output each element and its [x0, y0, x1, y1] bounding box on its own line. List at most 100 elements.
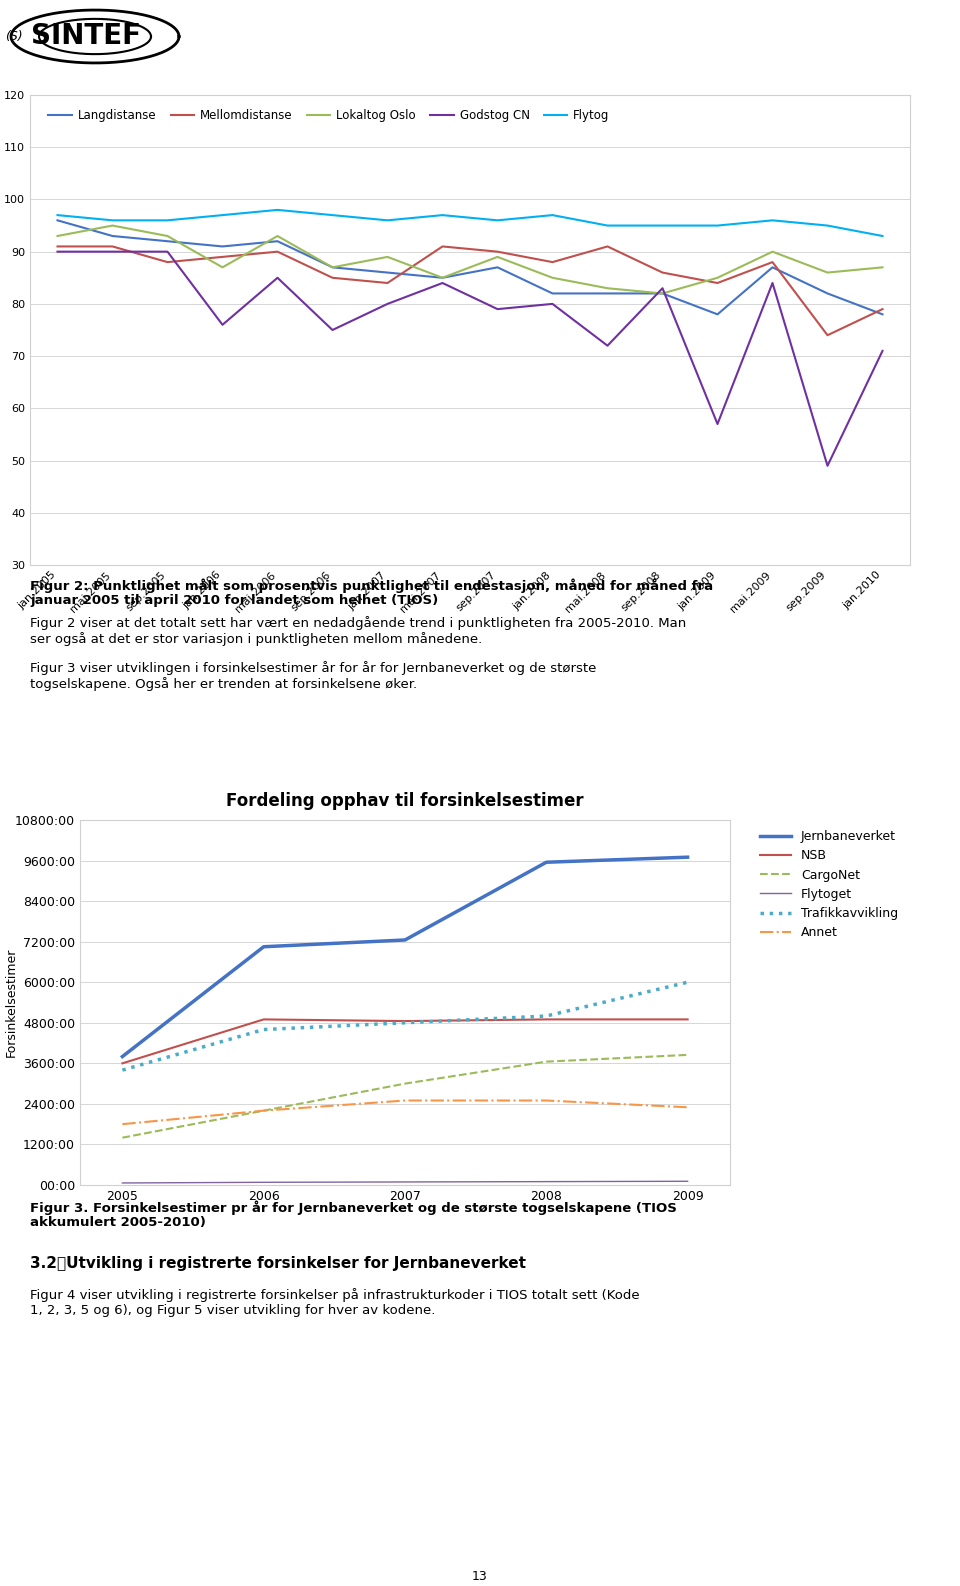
- Line: Mellomdistanse: Mellomdistanse: [58, 246, 882, 335]
- Godstog CN: [217, 316, 228, 335]
- Langdistanse: [657, 284, 668, 303]
- Godstog CN: [107, 243, 118, 262]
- Godstog CN: [602, 336, 613, 355]
- Mellomdistanse: [437, 236, 448, 255]
- Mellomdistanse: [822, 325, 833, 344]
- Jernbaneverket: [116, 1047, 128, 1066]
- Mellomdistanse: [272, 243, 283, 262]
- Jernbaneverket: [399, 931, 411, 950]
- Line: NSB: NSB: [122, 1020, 687, 1063]
- Line: Annet: Annet: [122, 1101, 687, 1124]
- Mellomdistanse: [657, 263, 668, 282]
- Flytog: [767, 211, 779, 230]
- Jernbaneverket: [540, 853, 552, 872]
- Godstog CN: [272, 268, 283, 287]
- Godstog CN: [767, 273, 779, 292]
- Lokaltog Oslo: [52, 227, 63, 246]
- Text: 3.2	Utvikling i registrerte forsinkelser for Jernbaneverket: 3.2 Utvikling i registrerte forsinkelser…: [30, 1256, 526, 1270]
- Flytog: [492, 211, 503, 230]
- Langdistanse: [767, 259, 779, 278]
- Lokaltog Oslo: [711, 268, 723, 287]
- Line: Flytoget: Flytoget: [122, 1182, 687, 1183]
- Trafikkavvikling: [258, 1020, 270, 1039]
- Text: SINTEF: SINTEF: [31, 22, 141, 51]
- Annet: [540, 1091, 552, 1110]
- Flytog: [52, 206, 63, 225]
- Trafikkavvikling: [682, 972, 693, 991]
- Langdistanse: [161, 232, 173, 251]
- Legend: Langdistanse, Mellomdistanse, Lokaltog Oslo, Godstog CN, Flytog: Langdistanse, Mellomdistanse, Lokaltog O…: [45, 106, 613, 125]
- Langdistanse: [437, 268, 448, 287]
- Flytoget: [258, 1172, 270, 1191]
- Mellomdistanse: [107, 236, 118, 255]
- Text: togselskapene. Også her er trenden at forsinkelsene øker.: togselskapene. Også her er trenden at fo…: [30, 677, 418, 691]
- Flytog: [161, 211, 173, 230]
- Mellomdistanse: [711, 273, 723, 292]
- Jernbaneverket: [258, 937, 270, 956]
- Lokaltog Oslo: [602, 279, 613, 298]
- Mellomdistanse: [767, 252, 779, 271]
- Text: 13: 13: [472, 1570, 488, 1583]
- Godstog CN: [657, 279, 668, 298]
- Mellomdistanse: [161, 252, 173, 271]
- Flytog: [217, 206, 228, 225]
- NSB: [116, 1053, 128, 1072]
- Line: Flytog: Flytog: [58, 209, 882, 236]
- Langdistanse: [52, 211, 63, 230]
- CargoNet: [540, 1052, 552, 1071]
- Lokaltog Oslo: [492, 247, 503, 266]
- Flytog: [876, 227, 888, 246]
- Line: Trafikkavvikling: Trafikkavvikling: [122, 982, 687, 1071]
- Flytog: [711, 216, 723, 235]
- Mellomdistanse: [217, 247, 228, 266]
- Flytoget: [540, 1172, 552, 1191]
- Langdistanse: [382, 263, 394, 282]
- Line: Godstog CN: Godstog CN: [58, 252, 882, 466]
- Trafikkavvikling: [540, 1007, 552, 1026]
- Trafikkavvikling: [399, 1013, 411, 1032]
- CargoNet: [258, 1101, 270, 1120]
- Godstog CN: [547, 295, 559, 314]
- Lokaltog Oslo: [767, 243, 779, 262]
- Annet: [258, 1101, 270, 1120]
- Line: Jernbaneverket: Jernbaneverket: [122, 856, 687, 1056]
- Flytog: [107, 211, 118, 230]
- Lokaltog Oslo: [657, 284, 668, 303]
- Godstog CN: [326, 320, 338, 339]
- Text: 1, 2, 3, 5 og 6), og Figur 5 viser utvikling for hver av kodene.: 1, 2, 3, 5 og 6), og Figur 5 viser utvik…: [30, 1304, 436, 1316]
- Line: Langdistanse: Langdistanse: [58, 220, 882, 314]
- CargoNet: [116, 1128, 128, 1147]
- Jernbaneverket: [682, 847, 693, 866]
- Title: Fordeling opphav til forsinkelsestimer: Fordeling opphav til forsinkelsestimer: [227, 791, 584, 810]
- Text: (S): (S): [5, 30, 23, 43]
- NSB: [399, 1012, 411, 1031]
- Langdistanse: [602, 284, 613, 303]
- Lokaltog Oslo: [876, 259, 888, 278]
- Lokaltog Oslo: [382, 247, 394, 266]
- Godstog CN: [876, 341, 888, 360]
- Flytoget: [116, 1174, 128, 1193]
- Flytog: [547, 206, 559, 225]
- Mellomdistanse: [492, 243, 503, 262]
- Annet: [682, 1098, 693, 1117]
- Trafikkavvikling: [116, 1061, 128, 1080]
- Lokaltog Oslo: [547, 268, 559, 287]
- Mellomdistanse: [547, 252, 559, 271]
- Lokaltog Oslo: [217, 259, 228, 278]
- Legend: Jernbaneverket, NSB, CargoNet, Flytoget, Trafikkavvikling, Annet: Jernbaneverket, NSB, CargoNet, Flytoget,…: [756, 826, 901, 944]
- Text: Figur 4 viser utvikling i registrerte forsinkelser på infrastrukturkoder i TIOS : Figur 4 viser utvikling i registrerte fo…: [30, 1288, 639, 1302]
- CargoNet: [399, 1074, 411, 1093]
- Lokaltog Oslo: [822, 263, 833, 282]
- Flytog: [326, 206, 338, 225]
- NSB: [682, 1010, 693, 1029]
- Mellomdistanse: [52, 236, 63, 255]
- Text: Figur 3. Forsinkelsestimer pr år for Jernbaneverket og de største togselskapene : Figur 3. Forsinkelsestimer pr år for Jer…: [30, 1201, 677, 1215]
- Mellomdistanse: [382, 273, 394, 292]
- Langdistanse: [107, 227, 118, 246]
- Langdistanse: [822, 284, 833, 303]
- Flytog: [602, 216, 613, 235]
- Godstog CN: [161, 243, 173, 262]
- Mellomdistanse: [876, 300, 888, 319]
- Langdistanse: [711, 305, 723, 324]
- Flytog: [657, 216, 668, 235]
